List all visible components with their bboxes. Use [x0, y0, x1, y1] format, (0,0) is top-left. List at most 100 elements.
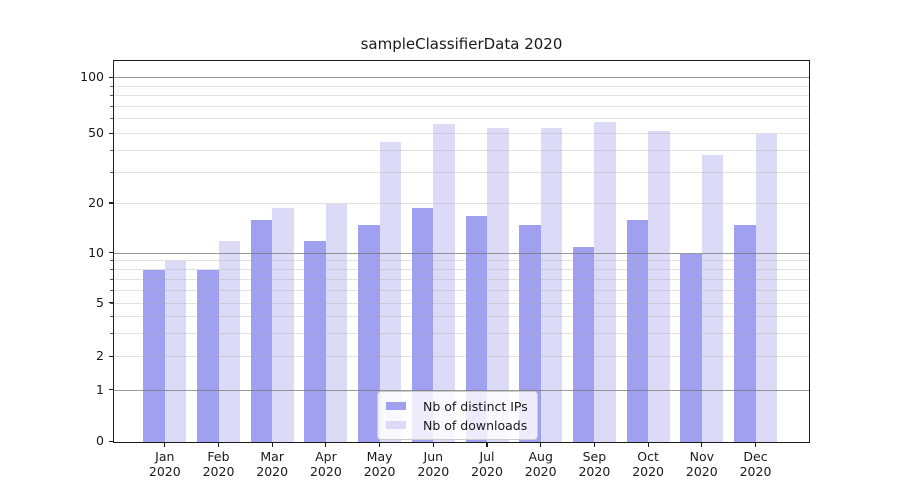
x-tick: [432, 442, 434, 447]
y-minor-tick: [110, 268, 113, 270]
x-label-year: 2020: [578, 464, 611, 479]
x-label-month: Jan: [155, 449, 175, 464]
x-tick: [217, 442, 220, 447]
x-tick-label: Sep 2020: [567, 449, 621, 479]
minor-gridline: [114, 133, 809, 135]
y-tick: [108, 355, 113, 357]
x-tick-label: May 2020: [353, 449, 407, 479]
x-tick-label: Nov 2020: [675, 449, 729, 479]
minor-gridline: [114, 106, 809, 107]
y-tick: [108, 440, 113, 442]
x-tick-label: Jun 2020: [406, 449, 460, 479]
bar-downloads: [325, 203, 348, 442]
x-label-month: May: [366, 449, 393, 464]
minor-gridline: [114, 332, 809, 334]
x-tick-label: Apr 2020: [299, 449, 353, 479]
legend-label-downloads: Nb of downloads: [423, 417, 528, 433]
minor-gridline: [114, 278, 809, 280]
x-label-month: Jun: [423, 449, 444, 464]
y-tick: [108, 252, 113, 254]
bar-downloads: [218, 240, 240, 442]
minor-gridline: [114, 302, 809, 304]
legend-item-distinct-ips: Nb of distinct IPs: [386, 398, 528, 414]
x-tick-label: Jul 2020: [460, 449, 514, 479]
y-tick: [108, 76, 113, 78]
minor-gridline: [114, 315, 809, 317]
bar-downloads: [272, 207, 294, 442]
x-tick-label: Jan 2020: [138, 449, 192, 479]
x-label-year: 2020: [256, 464, 289, 479]
y-minor-tick: [110, 278, 113, 280]
y-minor-tick: [110, 315, 113, 317]
y-minor-tick: [110, 118, 113, 120]
x-label-month: Mar: [260, 449, 284, 464]
x-label-month: Feb: [207, 449, 230, 464]
bar-distinct-ips: [680, 253, 702, 442]
x-label-month: Nov: [689, 449, 714, 464]
minor-gridline: [114, 260, 809, 262]
x-tick: [754, 442, 757, 447]
y-tick-label: 1: [96, 381, 104, 397]
x-label-year: 2020: [363, 464, 396, 479]
bar-distinct-ips: [734, 224, 756, 442]
x-tick: [325, 442, 327, 447]
x-label-year: 2020: [309, 464, 342, 479]
minor-gridline: [114, 118, 809, 120]
x-tick: [647, 442, 649, 447]
bar-downloads: [433, 123, 455, 442]
bar-distinct-ips: [572, 246, 595, 442]
y-minor-tick: [110, 332, 113, 334]
x-label-month: Aug: [528, 449, 553, 464]
x-label-year: 2020: [148, 464, 181, 479]
y-minor-tick: [110, 106, 113, 107]
minor-gridline: [114, 150, 809, 152]
x-label-year: 2020: [524, 464, 557, 479]
bar-downloads: [594, 122, 616, 442]
legend-label-distinct-ips: Nb of distinct IPs: [423, 398, 528, 414]
y-minor-tick: [110, 172, 113, 173]
minor-gridline: [114, 85, 809, 87]
x-tick-label: Oct 2020: [621, 449, 675, 479]
legend: Nb of distinct IPs Nb of downloads: [377, 391, 538, 440]
minor-gridline: [114, 289, 809, 291]
minor-gridline: [114, 202, 809, 204]
major-gridline: [114, 252, 809, 254]
x-label-month: Jul: [479, 449, 495, 464]
bar-distinct-ips: [143, 269, 165, 442]
legend-swatch-distinct-ips-icon: [386, 402, 406, 410]
major-gridline: [114, 389, 809, 391]
x-label-year: 2020: [417, 464, 450, 479]
x-label-year: 2020: [202, 464, 235, 479]
x-tick-label: Aug 2020: [514, 449, 568, 479]
x-tick: [379, 442, 381, 447]
x-tick-label: Dec 2020: [729, 449, 783, 479]
x-label-year: 2020: [632, 464, 664, 479]
bar-distinct-ips: [626, 219, 649, 442]
bar-downloads: [164, 261, 187, 442]
x-label-month: Apr: [315, 449, 337, 464]
x-label-year: 2020: [471, 464, 503, 479]
major-gridline: [114, 77, 809, 79]
y-tick: [108, 389, 113, 391]
x-label-year: 2020: [685, 464, 718, 479]
x-tick: [486, 442, 488, 447]
x-label-month: Sep: [582, 449, 607, 464]
minor-gridline: [114, 172, 809, 173]
x-tick-label: Mar 2020: [245, 449, 299, 479]
x-tick: [701, 442, 703, 447]
x-tick: [164, 442, 166, 447]
bar-downloads: [648, 131, 670, 442]
y-tick-label: 100: [80, 69, 104, 85]
chart-title: sampleClassifierData 2020: [360, 35, 563, 53]
y-tick-label: 0: [96, 433, 104, 448]
bar-downloads: [487, 127, 509, 442]
y-tick-label: 20: [88, 194, 104, 210]
minor-gridline: [114, 356, 809, 358]
bar-distinct-ips: [411, 207, 434, 442]
bar-distinct-ips: [197, 269, 219, 442]
x-label-month: Oct: [637, 449, 659, 464]
y-minor-tick: [110, 289, 113, 291]
y-minor-tick: [110, 150, 113, 152]
y-minor-tick: [110, 95, 113, 97]
x-label-month: Dec: [743, 449, 768, 464]
